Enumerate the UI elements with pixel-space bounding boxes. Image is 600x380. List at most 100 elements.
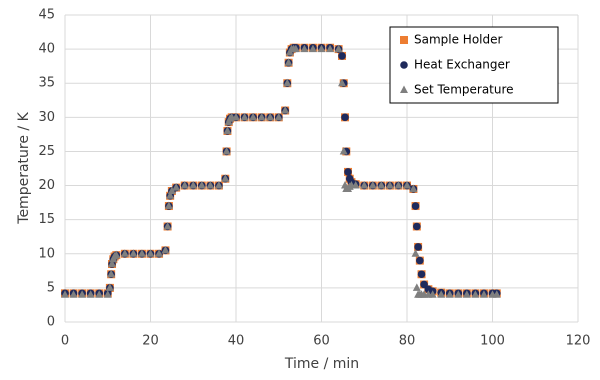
point <box>221 174 230 182</box>
x-tick-label: 40 <box>228 334 245 349</box>
point <box>120 249 129 257</box>
point <box>86 290 95 298</box>
point <box>360 181 369 189</box>
point <box>412 283 421 291</box>
x-tick-label: 80 <box>399 334 416 349</box>
point <box>454 290 463 298</box>
point <box>164 201 173 210</box>
point <box>437 290 446 298</box>
y-tick-label: 20 <box>38 178 55 193</box>
point <box>428 290 437 298</box>
point <box>232 112 240 121</box>
y-tick-label: 5 <box>47 280 55 295</box>
point <box>326 44 335 53</box>
point <box>291 44 300 53</box>
point <box>409 184 418 192</box>
point <box>146 249 155 257</box>
point <box>368 181 377 189</box>
point <box>351 181 360 189</box>
point <box>161 245 170 254</box>
legend-marker <box>400 36 408 44</box>
point <box>414 243 422 251</box>
x-tick-label: 120 <box>566 334 591 349</box>
point <box>377 181 386 189</box>
point <box>129 249 138 257</box>
point <box>206 181 215 189</box>
y-tick-label: 30 <box>38 110 55 125</box>
point <box>403 181 411 189</box>
point <box>107 269 116 278</box>
point <box>103 290 112 298</box>
point <box>281 106 290 114</box>
point <box>249 112 258 121</box>
point <box>266 112 275 121</box>
point <box>308 44 317 53</box>
point <box>95 290 104 298</box>
point <box>166 191 175 199</box>
point <box>344 168 352 176</box>
x-tick-label: 20 <box>142 334 159 349</box>
point <box>300 44 309 53</box>
y-tick-label: 40 <box>38 42 55 57</box>
y-tick-label: 15 <box>38 212 55 227</box>
point <box>284 58 293 66</box>
point <box>274 112 283 121</box>
point <box>413 222 421 231</box>
point <box>108 259 117 268</box>
point <box>283 78 292 87</box>
point <box>394 181 403 189</box>
point <box>416 256 424 265</box>
point <box>78 290 87 298</box>
point <box>189 181 198 189</box>
point <box>445 290 454 298</box>
point <box>417 270 426 279</box>
point <box>411 249 420 257</box>
point <box>257 112 266 121</box>
point <box>341 113 349 122</box>
y-tick-label: 10 <box>38 246 55 261</box>
legend: Sample Holder Heat Exchanger Set Temperatu… <box>389 26 559 104</box>
point <box>112 250 121 259</box>
legend-label: Heat Exchanger <box>414 58 510 72</box>
legend-marker <box>400 61 408 69</box>
point <box>339 146 348 155</box>
point <box>163 221 172 230</box>
point <box>411 202 420 210</box>
point <box>180 181 189 189</box>
x-tick-label: 0 <box>61 334 69 349</box>
point <box>197 181 206 189</box>
point <box>69 290 78 298</box>
point <box>155 249 164 257</box>
y-axis-title: Temperature / K <box>16 111 32 224</box>
point <box>214 181 223 189</box>
legend-box <box>389 26 559 104</box>
point <box>471 290 480 298</box>
x-axis-title: Time / min <box>284 356 359 372</box>
y-tick-label: 0 <box>47 315 55 330</box>
point <box>334 44 343 53</box>
y-tick-label: 35 <box>38 76 55 91</box>
point <box>240 112 249 121</box>
point <box>479 290 488 298</box>
point <box>338 78 347 87</box>
point <box>222 146 231 155</box>
point <box>317 44 326 53</box>
point <box>167 186 176 195</box>
y-tick-label: 45 <box>38 8 55 23</box>
point <box>61 290 69 298</box>
point <box>105 283 114 291</box>
point <box>338 52 346 60</box>
x-tick-label: 60 <box>313 334 330 349</box>
point <box>223 126 232 134</box>
legend-marker <box>400 85 408 93</box>
point <box>385 181 394 189</box>
legend-label: Sample Holder <box>414 33 503 47</box>
x-tick-label: 100 <box>480 334 505 349</box>
point <box>172 183 181 191</box>
point <box>462 290 471 298</box>
y-tick-label: 25 <box>38 144 55 159</box>
point <box>137 249 146 257</box>
point <box>492 290 501 298</box>
legend-label: Set Temperature <box>414 83 514 97</box>
